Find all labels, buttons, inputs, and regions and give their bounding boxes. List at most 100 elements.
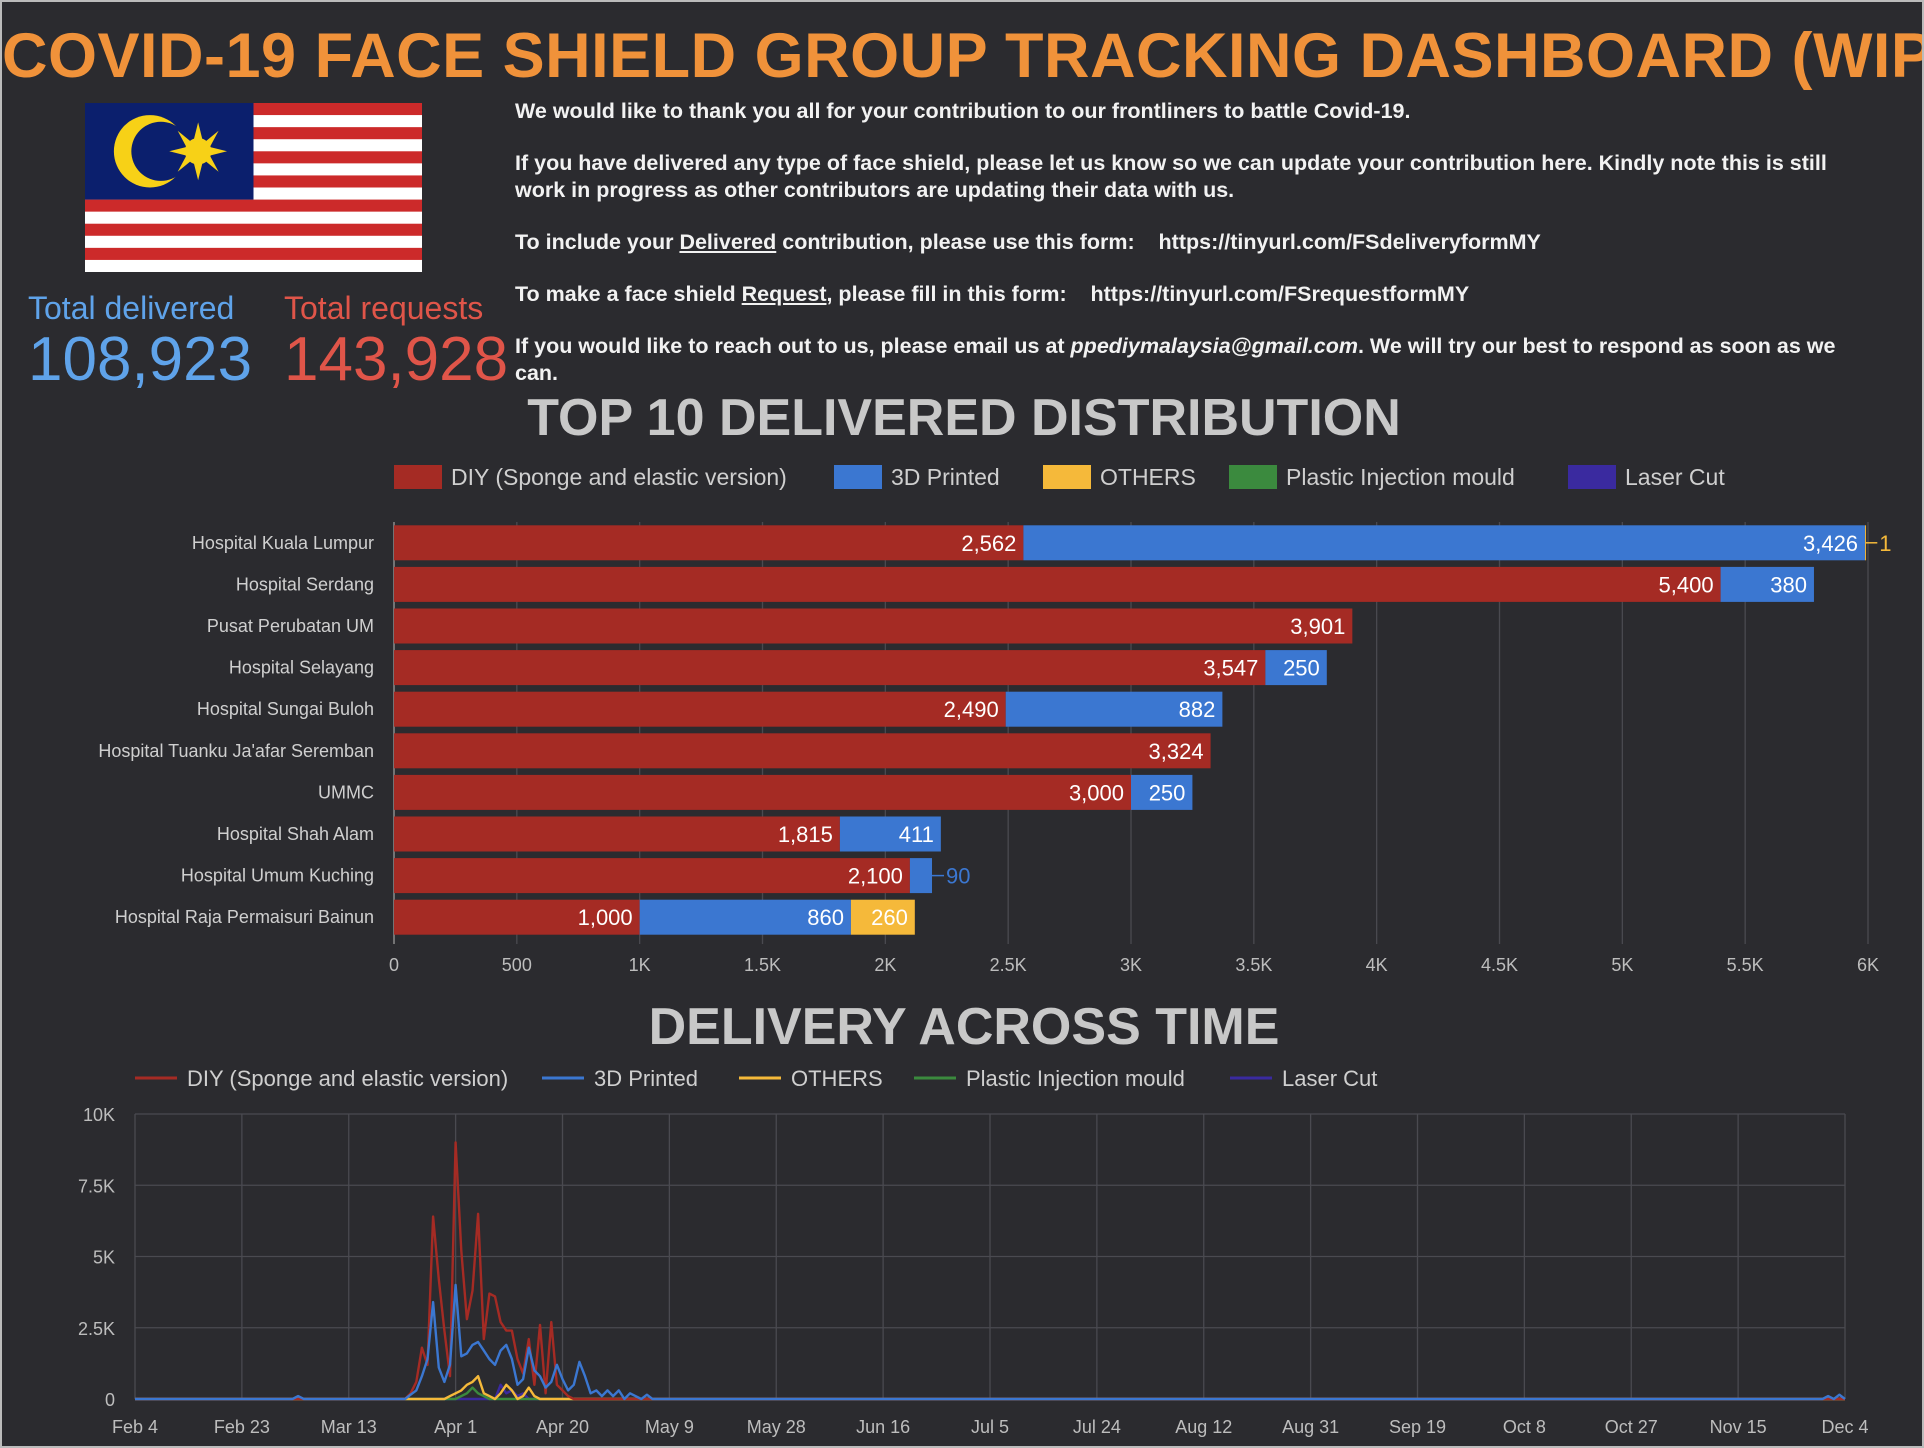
line-legend-label[interactable]: DIY (Sponge and elastic version) — [187, 1066, 508, 1091]
bar-data-label: 2,100 — [848, 864, 903, 889]
bar-data-label: 411 — [899, 822, 934, 847]
bar-data-label: 882 — [1179, 697, 1216, 722]
bar-data-label: 3,547 — [1203, 656, 1258, 681]
bar-x-tick-label: 2.5K — [990, 955, 1027, 975]
line-y-tick-label: 10K — [83, 1105, 115, 1125]
bar-legend-label[interactable]: 3D Printed — [891, 464, 1000, 490]
bar-legend-swatch[interactable] — [1229, 465, 1277, 489]
line-x-tick-label: Apr 20 — [536, 1417, 589, 1437]
line-legend-label[interactable]: OTHERS — [791, 1066, 883, 1091]
bar-segment[interactable] — [639, 899, 851, 935]
bar-category-label: Hospital Shah Alam — [217, 824, 374, 844]
bar-legend-swatch[interactable] — [1043, 465, 1091, 489]
line-x-tick-label: May 28 — [747, 1417, 806, 1437]
line-series-path[interactable] — [135, 1141, 1845, 1401]
bar-segment[interactable] — [850, 899, 915, 935]
thanks-text: We would like to thank you all for your … — [515, 99, 1411, 123]
bar-segment[interactable] — [1023, 525, 1866, 561]
line-x-tick-label: Feb 23 — [214, 1417, 270, 1437]
bar-segment[interactable] — [394, 899, 640, 935]
bar-category-label: Hospital Tuanku Ja'afar Seremban — [98, 741, 374, 761]
bar-legend-label[interactable]: Laser Cut — [1625, 464, 1725, 490]
bar-x-tick-label: 2K — [874, 955, 896, 975]
bar-category-label: UMMC — [318, 782, 374, 802]
bar-legend-swatch[interactable] — [834, 465, 882, 489]
bar-segment[interactable] — [394, 566, 1721, 602]
bar-x-tick-label: 6K — [1857, 955, 1879, 975]
bar-data-label: 3,000 — [1069, 780, 1124, 805]
bar-data-label: 1 — [1879, 531, 1891, 556]
bar-legend-swatch[interactable] — [394, 465, 442, 489]
total-requests-label: Total requests — [284, 290, 484, 326]
bar-data-label: 3,901 — [1290, 614, 1345, 639]
bar-legend-swatch[interactable] — [1568, 465, 1616, 489]
bar-segment[interactable] — [394, 774, 1131, 810]
line-series-path[interactable] — [135, 1375, 1845, 1401]
bar-data-label: 2,490 — [944, 697, 999, 722]
bar-segment[interactable] — [394, 816, 840, 852]
line-x-tick-label: May 9 — [645, 1417, 694, 1437]
bar-category-label: Hospital Raja Permaisuri Bainun — [115, 907, 374, 927]
line-x-tick-label: Nov 15 — [1710, 1417, 1767, 1437]
bar-data-label: 380 — [1770, 572, 1807, 597]
bar-data-label: 1,000 — [578, 905, 633, 930]
contact-email[interactable]: ppediymalaysia@gmail.com — [1070, 334, 1358, 358]
flag-stripe — [85, 199, 422, 212]
line-x-tick-label: Aug 31 — [1282, 1417, 1339, 1437]
bar-segment[interactable] — [1720, 566, 1814, 602]
line-x-tick-label: Jul 24 — [1073, 1417, 1121, 1437]
bar-segment[interactable] — [1131, 774, 1193, 810]
delivery-form-link[interactable]: https://tinyurl.com/FSdeliveryformMY — [1158, 230, 1541, 254]
bar-x-tick-label: 1K — [629, 955, 651, 975]
top10-delivered-bar-chart: DIY (Sponge and elastic version) 3D Print… — [98, 464, 1891, 975]
delivery-over-time-line-chart: DIY (Sponge and elastic version) 3D Print… — [78, 1066, 1869, 1437]
bar-data-label: 90 — [946, 864, 970, 889]
bar-segment[interactable] — [394, 608, 1353, 644]
page-title: COVID-19 FACE SHIELD GROUP TRACKING DASH… — [2, 21, 1924, 91]
request-word: Request — [741, 282, 827, 306]
line-legend-label[interactable]: Plastic Injection mould — [966, 1066, 1185, 1091]
bar-legend-label[interactable]: OTHERS — [1100, 464, 1196, 490]
line-y-tick-label: 7.5K — [78, 1176, 115, 1196]
bar-segment[interactable] — [394, 650, 1266, 686]
malaysia-flag-image — [85, 103, 422, 272]
bar-data-label: 3,426 — [1803, 531, 1858, 556]
line-x-tick-label: Jun 16 — [856, 1417, 910, 1437]
bar-segment[interactable] — [394, 733, 1211, 769]
bar-x-tick-label: 3K — [1120, 955, 1142, 975]
line-legend-label[interactable]: 3D Printed — [594, 1066, 698, 1091]
flag-stripe — [85, 223, 422, 236]
bar-segment[interactable] — [394, 525, 1024, 561]
total-delivered-label: Total delivered — [28, 290, 235, 326]
bar-chart-title: TOP 10 DELIVERED DISTRIBUTION — [527, 389, 1401, 447]
line-x-tick-label: Jul 5 — [971, 1417, 1009, 1437]
bar-legend-label[interactable]: Plastic Injection mould — [1286, 464, 1515, 490]
star-icon — [169, 122, 228, 181]
bar-data-label: 2,562 — [961, 531, 1016, 556]
update-request-text: If you have delivered any type of face s… — [515, 151, 1827, 202]
bar-segment[interactable] — [1265, 650, 1327, 686]
request-form-link[interactable]: https://tinyurl.com/FSrequestformMY — [1090, 282, 1470, 306]
bar-x-tick-label: 5.5K — [1727, 955, 1764, 975]
line-x-tick-label: Sep 19 — [1389, 1417, 1446, 1437]
crescent-cutout — [131, 121, 191, 181]
line-series-path[interactable] — [135, 1283, 1846, 1401]
bar-x-tick-label: 5K — [1611, 955, 1633, 975]
line-series-path[interactable] — [135, 1386, 1845, 1401]
bar-segment[interactable] — [909, 858, 933, 894]
bar-data-label: 5,400 — [1659, 572, 1714, 597]
bar-legend-label[interactable]: DIY (Sponge and elastic version) — [451, 464, 787, 490]
line-x-tick-label: Apr 1 — [434, 1417, 477, 1437]
line-legend-label[interactable]: Laser Cut — [1282, 1066, 1377, 1091]
bar-segment[interactable] — [1005, 691, 1223, 727]
bar-segment[interactable] — [394, 858, 910, 894]
bar-segment[interactable] — [839, 816, 941, 852]
line-x-tick-label: Oct 27 — [1605, 1417, 1658, 1437]
bar-category-label: Hospital Kuala Lumpur — [192, 533, 374, 553]
bar-data-label: 1,815 — [778, 822, 833, 847]
bar-segment[interactable] — [394, 691, 1006, 727]
line-x-tick-label: Oct 8 — [1503, 1417, 1546, 1437]
bar-category-label: Hospital Umum Kuching — [181, 866, 374, 886]
delivered-form-text: To include your Delivered contribution, … — [515, 230, 1541, 254]
